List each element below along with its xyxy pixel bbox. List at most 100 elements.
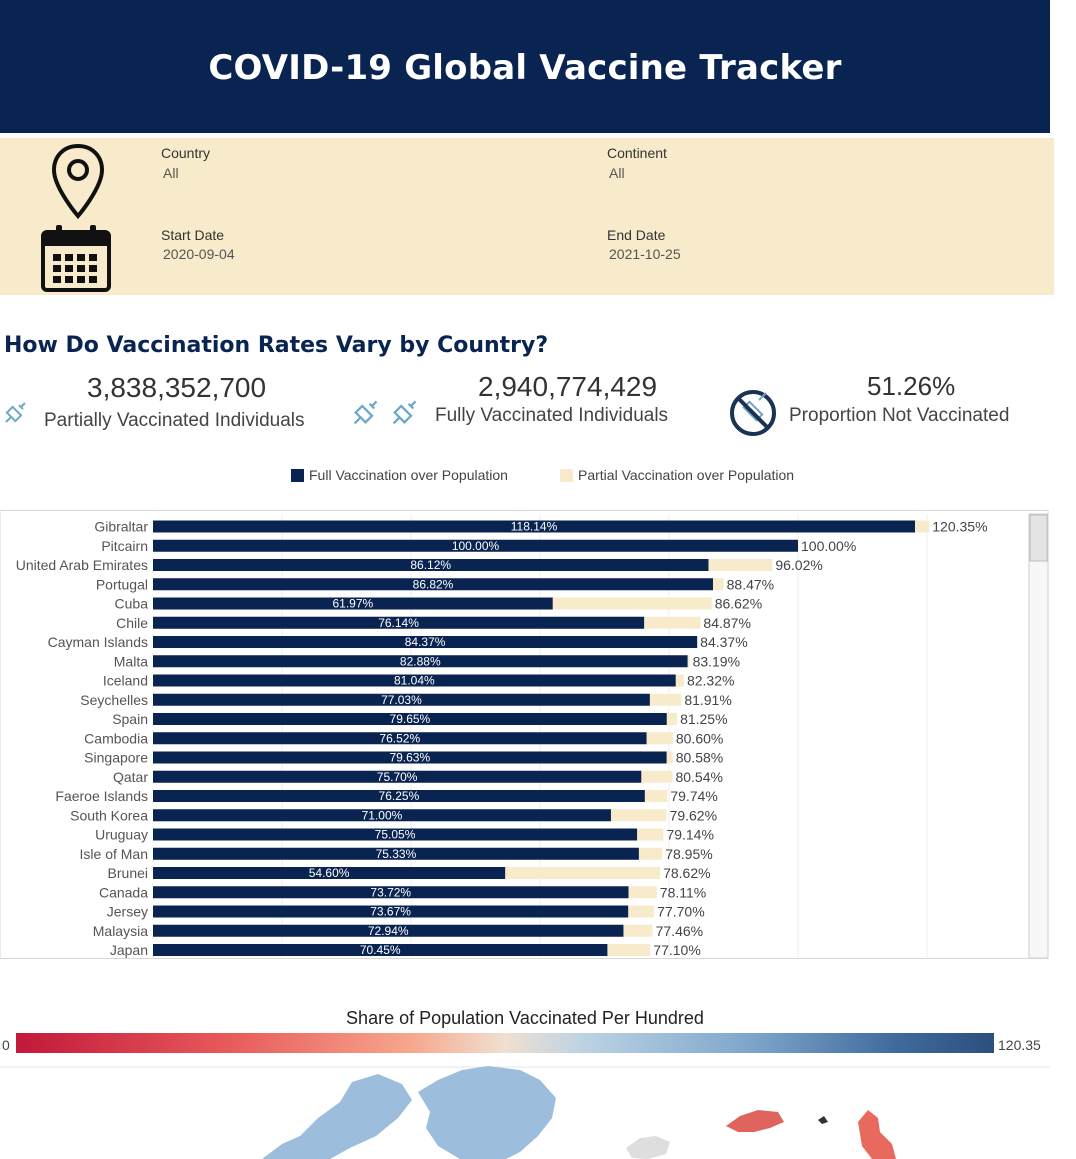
bar-full[interactable] <box>153 636 698 648</box>
map-region-iceland <box>626 1136 670 1159</box>
bar-total-value-label: 96.02% <box>775 557 822 573</box>
country-label: Qatar <box>113 769 148 785</box>
country-label: Jersey <box>107 904 148 920</box>
bar-total-value-label: 86.62% <box>715 596 762 612</box>
country-label: Singapore <box>84 750 148 766</box>
bar-full[interactable] <box>153 674 676 687</box>
bar-full-value-label: 118.14% <box>511 520 558 534</box>
map-title: Share of Population Vaccinated Per Hundr… <box>346 1008 704 1028</box>
country-label: Malta <box>114 653 148 669</box>
bar-full[interactable] <box>153 732 647 745</box>
country-label: Faeroe Islands <box>55 788 148 804</box>
continent-filter-dropdown[interactable]: All <box>609 165 625 181</box>
country-label: Uruguay <box>95 827 148 843</box>
bar-full[interactable] <box>153 693 650 706</box>
bar-full[interactable] <box>153 616 645 629</box>
map-region-canada-arctic <box>262 1074 412 1159</box>
map-region-greenland <box>418 1066 556 1159</box>
country-label: Seychelles <box>80 692 148 708</box>
bar-full[interactable] <box>153 944 608 956</box>
world-map[interactable] <box>0 1066 1050 1159</box>
legend-partial-swatch <box>560 469 573 482</box>
fully-vaccinated-value: 2,940,774,429 <box>478 371 658 402</box>
bar-full[interactable] <box>153 751 667 764</box>
bar-full-value-label: 79.65% <box>390 712 431 726</box>
bar-full-value-label: 75.33% <box>376 847 417 861</box>
bar-total-value-label: 100.00% <box>801 538 856 554</box>
bar-full[interactable] <box>153 520 916 533</box>
bar-full-value-label: 82.88% <box>400 654 441 668</box>
bar-full[interactable] <box>153 713 667 725</box>
bar-full[interactable] <box>153 828 638 841</box>
bar-total-value-label: 80.60% <box>676 730 723 746</box>
bar-total-value-label: 79.62% <box>670 807 717 823</box>
country-label: Cambodia <box>84 730 148 746</box>
country-filter-dropdown[interactable]: All <box>163 165 179 181</box>
map-region-franz-josef <box>818 1116 828 1124</box>
bar-full[interactable] <box>153 790 645 802</box>
legend-partial: Partial Vaccination over Population <box>560 467 794 483</box>
filter-panel: Country All Continent All Start Date 202… <box>0 138 1054 295</box>
location-pin-icon <box>51 143 105 220</box>
partial-vaccinated-value: 3,838,352,700 <box>87 372 267 403</box>
bar-full[interactable] <box>153 809 611 822</box>
no-syringe-icon <box>730 390 776 436</box>
bar-full-value-label: 76.14% <box>378 616 419 630</box>
bar-total-value-label: 88.47% <box>727 576 774 592</box>
bar-full[interactable] <box>153 924 624 937</box>
bar-full[interactable] <box>153 559 709 571</box>
end-date-input[interactable]: 2021-10-25 <box>609 246 681 262</box>
bar-full[interactable] <box>153 905 629 918</box>
country-label: Iceland <box>103 673 148 689</box>
dashboard-title: COVID-19 Global Vaccine Tracker <box>208 48 842 88</box>
map-region-svalbard <box>726 1110 784 1132</box>
bar-total-value-label: 81.25% <box>680 711 727 727</box>
not-vaccinated-value: 51.26% <box>867 371 956 401</box>
section-title: How Do Vaccination Rates Vary by Country… <box>4 333 549 358</box>
chart-scrollbar[interactable] <box>1028 513 1049 959</box>
bar-total-value-label: 78.11% <box>660 884 706 900</box>
bar-total-value-label: 78.62% <box>663 865 710 881</box>
fully-vaccinated-label: Fully Vaccinated Individuals <box>435 405 669 426</box>
bar-full[interactable] <box>153 597 553 610</box>
bar-total-value-label: 77.10% <box>653 942 700 958</box>
bar-full-value-label: 76.52% <box>379 731 420 745</box>
scale-min-label: 0 <box>2 1037 10 1053</box>
country-label: Malaysia <box>93 923 148 939</box>
country-filter-label: Country <box>161 145 211 161</box>
bar-total-value-label: 81.91% <box>684 692 731 708</box>
bar-full-value-label: 73.67% <box>370 905 411 919</box>
bar-full[interactable] <box>153 578 713 591</box>
bar-full-value-label: 86.82% <box>413 577 454 591</box>
chart-scrollbar-thumb[interactable] <box>1029 514 1048 562</box>
bar-full[interactable] <box>153 539 798 552</box>
start-date-input[interactable]: 2020-09-04 <box>163 246 235 262</box>
bar-full[interactable] <box>153 886 629 899</box>
map-region-novaya-zemlya <box>858 1110 896 1159</box>
bar-full-value-label: 75.05% <box>375 828 416 842</box>
bar-full-value-label: 71.00% <box>362 808 403 822</box>
legend-partial-label: Partial Vaccination over Population <box>578 467 795 483</box>
bar-total-value-label: 84.37% <box>700 634 747 650</box>
bar-full[interactable] <box>153 655 688 668</box>
syringe-icon <box>392 400 417 425</box>
bar-total-value-label: 79.14% <box>666 827 713 843</box>
bar-full[interactable] <box>153 847 639 860</box>
bar-full-value-label: 73.72% <box>370 885 411 899</box>
bar-full-value-label: 70.45% <box>360 943 401 957</box>
start-date-label: Start Date <box>161 227 225 243</box>
bar-total-value-label: 120.35% <box>932 519 987 535</box>
bar-total-value-label: 80.58% <box>676 750 723 766</box>
bar-total-value-label: 77.46% <box>656 923 703 939</box>
bar-full[interactable] <box>153 770 642 783</box>
bar-total-value-label: 83.19% <box>693 653 740 669</box>
scale-max-label: 120.35 <box>998 1037 1041 1053</box>
bar-full-value-label: 72.94% <box>368 924 409 938</box>
bar-full-value-label: 81.04% <box>394 674 435 688</box>
not-vaccinated-label: Proportion Not Vaccinated <box>789 405 1010 426</box>
vaccination-bar-chart: Gibraltar 118.14% 120.35% Pitcairn 100.00% 10… <box>0 510 1049 959</box>
bar-full-value-label: 54.60% <box>309 866 350 880</box>
legend-full-label: Full Vaccination over Population <box>309 467 508 483</box>
bar-full[interactable] <box>153 867 506 879</box>
bar-full-value-label: 100.00% <box>452 539 500 553</box>
